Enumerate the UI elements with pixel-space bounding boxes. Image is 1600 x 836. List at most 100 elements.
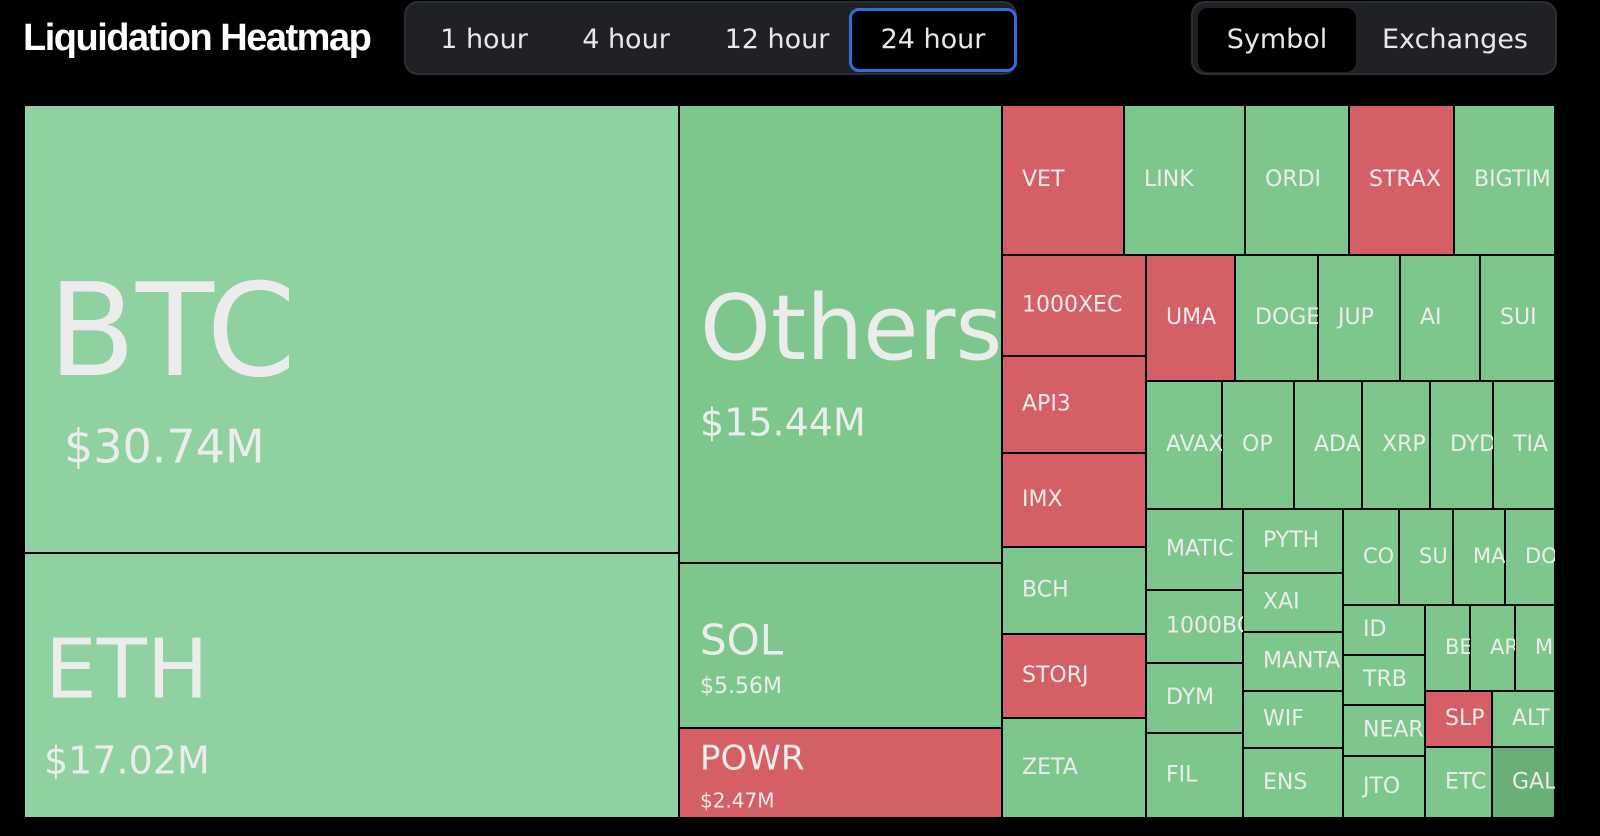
heatmap-tile-uma[interactable]: UMA (1147, 256, 1234, 380)
heatmap-tile-doge[interactable]: DOGE (1236, 256, 1320, 380)
heatmap-tile-link[interactable]: LINK (1125, 106, 1244, 254)
tile-rect-ar (1471, 606, 1514, 690)
heatmap-tile-near[interactable]: NEAR (1344, 706, 1424, 755)
heatmap-tile-jto[interactable]: JTO (1344, 757, 1424, 817)
tile-rect-id (1344, 606, 1424, 654)
tile-rect-uma (1147, 256, 1234, 380)
heatmap-tile-1000bc[interactable]: 1000BC (1147, 591, 1252, 662)
heatmap-tile-gal[interactable]: GAL (1493, 748, 1555, 817)
heatmap-tile-manta[interactable]: MANTA (1244, 633, 1342, 690)
heatmap-tile-sui[interactable]: SUI (1481, 256, 1554, 380)
heatmap-tile-ai[interactable]: AI (1401, 256, 1479, 380)
heatmap-tile-btc[interactable]: BTC $30.74M (25, 106, 678, 552)
tile-symbol-label: SU (1419, 544, 1448, 568)
timeframe-1-hour-button[interactable]: 1 hour (440, 24, 528, 55)
heatmap-tile-co[interactable]: CO (1344, 510, 1398, 604)
heatmap-tile-sol[interactable]: SOL $5.56M (680, 564, 1001, 727)
heatmap-tile-vet[interactable]: VET (1003, 106, 1123, 254)
tile-rect-bch (1003, 548, 1145, 633)
heatmap-tile-ordi[interactable]: ORDI (1246, 106, 1348, 254)
tile-symbol-label: M (1535, 635, 1553, 659)
tile-rect-sui (1481, 256, 1554, 380)
heatmap-tile-api3[interactable]: API3 (1003, 357, 1145, 452)
group-by-symbol-button[interactable]: Symbol (1198, 8, 1356, 72)
tile-rect-tia (1494, 382, 1554, 508)
heatmap-tile-slp[interactable]: SLP (1426, 692, 1491, 746)
heatmap-svg: BTC $30.74M ETH $17.02M Others $15.44M SOL $5.5… (25, 106, 1555, 817)
heatmap-tile-xrp[interactable]: XRP (1363, 382, 1429, 508)
tile-rect-eth (25, 554, 678, 817)
heatmap-tile-trb[interactable]: TRB (1344, 656, 1424, 704)
tile-rect-trb (1344, 656, 1424, 704)
tile-value-label: $5.56M (700, 674, 782, 699)
tile-symbol-label: UMA (1166, 305, 1216, 330)
tile-rect-strax (1350, 106, 1453, 254)
tile-symbol-label: CO (1363, 544, 1394, 568)
heatmap-tile-zeta[interactable]: ZETA (1003, 719, 1145, 817)
heatmap-tile-id[interactable]: ID (1344, 606, 1424, 654)
tile-rect-manta (1244, 633, 1342, 690)
heatmap-tile-powr[interactable]: POWR $2.47M (680, 729, 1001, 817)
tile-symbol-label: LINK (1144, 167, 1194, 192)
heatmap-tile-others[interactable]: Others $15.44M (680, 106, 1002, 562)
tile-symbol-label: SUI (1500, 305, 1537, 330)
tile-value-label: $30.74M (64, 420, 265, 474)
tile-symbol-label: ENS (1263, 770, 1307, 795)
heatmap-tile-m[interactable]: M (1516, 606, 1554, 690)
tile-rect-ai (1401, 256, 1479, 380)
tile-symbol-label: ID (1363, 617, 1386, 642)
timeframe-12-hour-button[interactable]: 12 hour (724, 24, 830, 55)
heatmap-tile-ar[interactable]: AR (1471, 606, 1519, 690)
tile-rect-ens (1244, 749, 1342, 817)
timeframe-24-hour-button[interactable]: 24 hour (849, 8, 1017, 72)
heatmap-tile-jup[interactable]: JUP (1319, 256, 1399, 380)
heatmap-tile-do[interactable]: DO (1506, 510, 1555, 604)
tile-rect-dyd (1431, 382, 1492, 508)
heatmap-tile-wif[interactable]: WIF (1244, 692, 1342, 747)
tile-rect-gal (1493, 748, 1554, 817)
heatmap-tile-op[interactable]: OP (1223, 382, 1293, 508)
heatmap-tile-matic[interactable]: MATIC (1147, 510, 1242, 589)
heatmap-tile-bch[interactable]: BCH (1003, 548, 1145, 633)
tile-rect-api3 (1003, 357, 1145, 452)
heatmap-tile-eth[interactable]: ETH $17.02M (25, 554, 678, 817)
heatmap-tile-tia[interactable]: TIA (1494, 382, 1554, 508)
tile-symbol-label: TRB (1362, 667, 1407, 692)
heatmap-tile-dyd[interactable]: DYD (1431, 382, 1496, 508)
heatmap-tile-be[interactable]: BE (1426, 606, 1473, 690)
heatmap-tile-avax[interactable]: AVAX (1147, 382, 1223, 508)
heatmap-tile-ens[interactable]: ENS (1244, 749, 1342, 817)
heatmap-tile-pyth[interactable]: PYTH (1244, 510, 1342, 572)
timeframe-4-hour-button[interactable]: 4 hour (582, 24, 670, 55)
tile-rect-ada (1295, 382, 1361, 508)
tile-rect-matic (1147, 510, 1242, 589)
tile-symbol-label: ALT (1512, 706, 1550, 731)
tile-symbol-label: AI (1420, 305, 1442, 330)
tile-symbol-label: ADA (1314, 432, 1361, 457)
heatmap-tile-ada[interactable]: ADA (1295, 382, 1361, 508)
heatmap-tile-ma[interactable]: MA (1454, 510, 1506, 604)
heatmap-tile-strax[interactable]: STRAX (1350, 106, 1453, 254)
heatmap-tile-fil[interactable]: FIL (1147, 734, 1242, 817)
tile-rect-zeta (1003, 719, 1145, 817)
tile-rect-link (1125, 106, 1244, 254)
heatmap-tile-bigtim[interactable]: BIGTIM (1455, 106, 1554, 254)
tile-symbol-label: SLP (1445, 706, 1485, 731)
heatmap-tile-storj[interactable]: STORJ (1003, 635, 1145, 717)
tile-symbol-label: OP (1242, 432, 1273, 457)
heatmap-tile-imx[interactable]: IMX (1003, 454, 1145, 546)
heatmap-tile-xai[interactable]: XAI (1244, 574, 1342, 631)
group-by-exchanges-button[interactable]: Exchanges (1382, 24, 1528, 55)
heatmap-tile-dym[interactable]: DYM (1147, 664, 1242, 732)
heatmap-tile-su[interactable]: SU (1400, 510, 1452, 604)
heatmap-tile-etc[interactable]: ETC (1426, 748, 1491, 817)
tile-symbol-label: STRAX (1369, 167, 1441, 192)
tile-symbol-label: DOGE (1255, 305, 1320, 330)
heatmap-tile-1000xec[interactable]: 1000XEC (1003, 256, 1145, 355)
tile-symbol-label: DYD (1450, 432, 1496, 457)
tile-symbol-label: SOL (700, 616, 784, 665)
tile-symbol-label: JUP (1336, 305, 1374, 330)
tile-symbol-label: MATIC (1166, 537, 1234, 562)
heatmap-tile-alt[interactable]: ALT (1493, 692, 1554, 746)
tile-rect-jto (1344, 757, 1424, 817)
